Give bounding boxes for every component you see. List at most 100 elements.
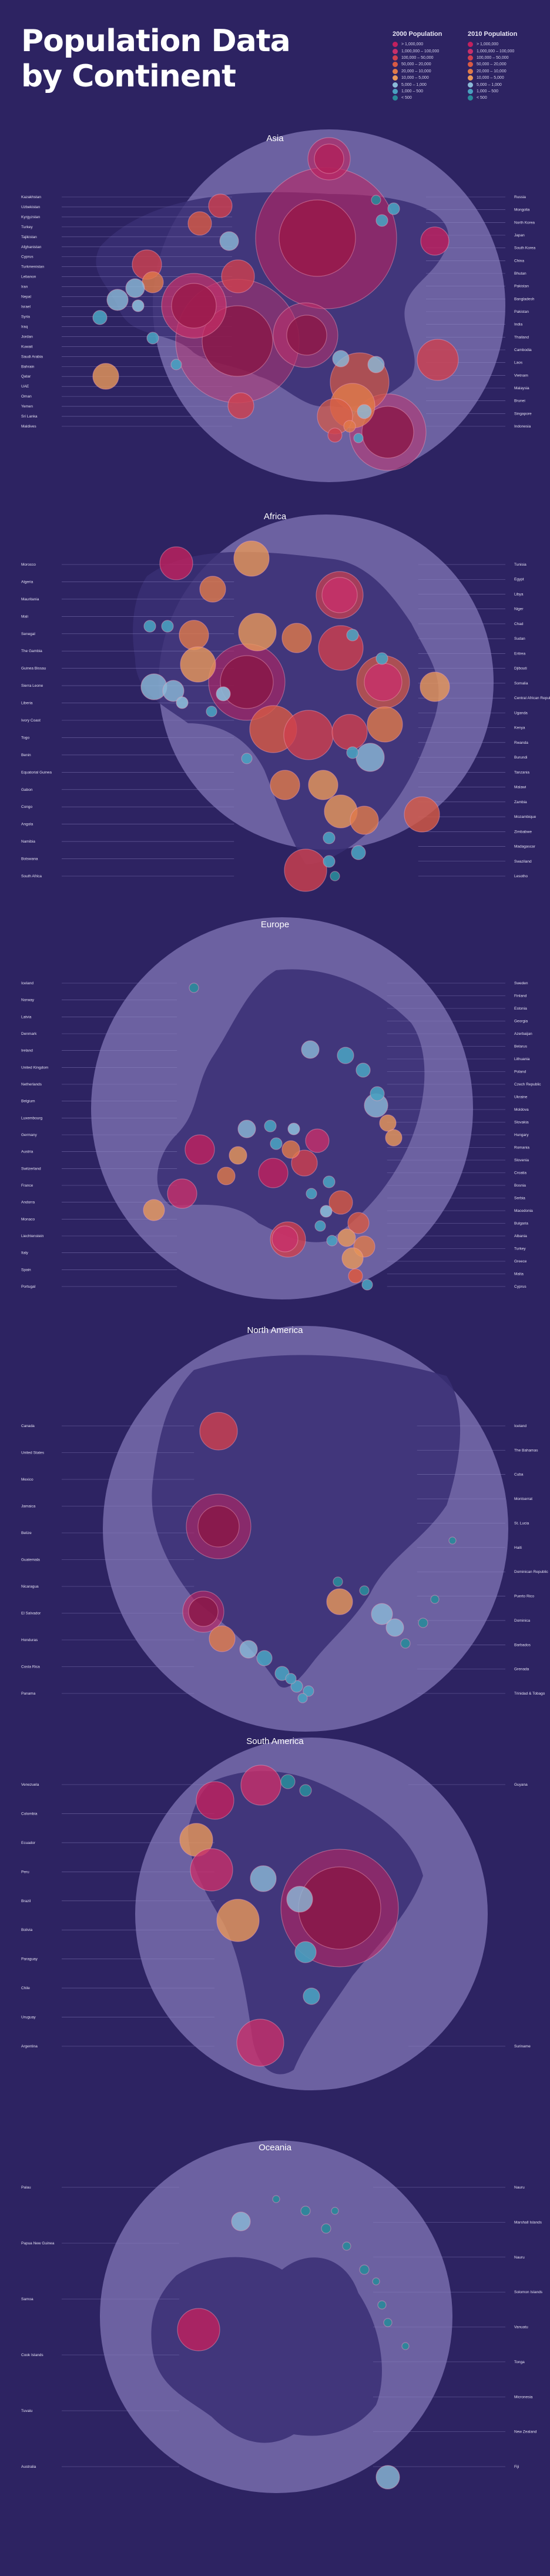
country-label-left: Senegal <box>21 632 35 636</box>
population-bubble <box>375 214 388 227</box>
country-label-left: Togo <box>21 736 29 740</box>
population-bubble <box>290 1680 303 1693</box>
population-bubble <box>420 226 450 256</box>
population-bubble <box>219 231 239 251</box>
legend-swatch <box>468 68 473 74</box>
population-bubble <box>199 1412 238 1451</box>
legend-item: 1,000 – 500 <box>468 88 538 95</box>
country-label-left: Israel <box>21 305 31 309</box>
legend-2000-rows: > 1,000,000 1,000,000 – 100,000 100,000 – … <box>393 41 463 102</box>
country-label-right: Burundi <box>514 756 527 760</box>
country-label-right: Sudan <box>514 637 525 641</box>
population-bubble <box>342 2241 351 2251</box>
population-bubble <box>180 646 216 683</box>
country-label-right: Marshall Islands <box>514 2220 542 2224</box>
country-label-right: Nauru <box>514 2186 525 2190</box>
legend-label: < 500 <box>401 96 412 101</box>
country-label-left: Iceland <box>21 981 33 985</box>
population-bubble <box>208 193 233 218</box>
population-bubble <box>361 406 414 459</box>
legend-label: > 1,000,000 <box>477 42 499 47</box>
legend-label: 1,000 – 500 <box>477 89 498 93</box>
country-label-left: Uzbekistan <box>21 205 41 209</box>
population-bubble <box>241 753 253 764</box>
country-label-left: Tuvalu <box>21 2409 33 2413</box>
land-silhouette <box>133 552 439 864</box>
legend-swatch <box>393 68 398 74</box>
population-bubble <box>197 1505 240 1548</box>
population-bubble <box>190 1848 233 1892</box>
legend-item: < 500 <box>393 95 463 101</box>
country-label-left: Kazakhstan <box>21 195 41 199</box>
population-bubble <box>271 1225 299 1252</box>
population-bubble <box>287 1122 300 1135</box>
country-label-left: Syria <box>21 315 30 319</box>
country-label-right: Vietnam <box>514 373 528 377</box>
legend-label: 20,000 – 10,000 <box>401 69 431 73</box>
legend-swatch <box>468 82 473 88</box>
country-label-left: Luxembourg <box>21 1116 43 1120</box>
legend-label: 20,000 – 10,000 <box>477 69 507 73</box>
country-label-right: Zambia <box>514 800 527 804</box>
country-label-right: Slovakia <box>514 1121 529 1125</box>
population-bubble <box>350 806 379 835</box>
continent-title: South America <box>246 1736 304 1746</box>
population-bubble <box>401 2342 410 2350</box>
population-bubble <box>231 2211 251 2231</box>
population-bubble <box>270 770 300 800</box>
country-label-left: Belize <box>21 1531 32 1535</box>
legend-item: 5,000 – 1,000 <box>468 81 538 88</box>
population-bubble <box>199 576 226 603</box>
country-label-left: Jamaica <box>21 1505 36 1509</box>
country-label-left: Ireland <box>21 1049 33 1053</box>
country-label-right: Azerbaijan <box>514 1032 532 1036</box>
country-label-right: Lithuania <box>514 1057 530 1061</box>
population-bubble <box>326 1235 338 1247</box>
country-label-left: Qatar <box>21 375 31 379</box>
population-bubble <box>106 289 129 311</box>
country-label-right: Estonia <box>514 1007 527 1011</box>
country-label-right: Georgia <box>514 1020 528 1024</box>
country-label-right: Greece <box>514 1259 527 1264</box>
population-bubble <box>264 1120 277 1132</box>
population-bubble <box>346 629 359 642</box>
population-bubble <box>294 1941 317 1963</box>
population-bubble <box>327 427 343 443</box>
country-label-left: Kyrgyzstan <box>21 215 41 219</box>
population-bubble <box>206 706 217 717</box>
legend-item: 100,000 – 50,000 <box>468 55 538 61</box>
population-bubble <box>140 673 167 700</box>
population-bubble <box>371 195 381 205</box>
continent-title: North America <box>247 1325 303 1335</box>
legend-swatch <box>468 48 473 54</box>
population-bubble <box>387 202 400 215</box>
population-bubble <box>341 1247 364 1269</box>
population-bubble <box>379 1114 397 1132</box>
legend-item: > 1,000,000 <box>393 41 463 48</box>
country-label-left: Namibia <box>21 840 35 844</box>
legend-label: 5,000 – 1,000 <box>477 82 502 87</box>
country-label-left: Monaco <box>21 1217 35 1221</box>
country-label-right: Uganda <box>514 711 528 715</box>
population-bubble <box>238 613 277 651</box>
population-bubble <box>346 746 359 759</box>
country-label-right: Sweden <box>514 981 528 985</box>
legend-swatch <box>468 62 473 68</box>
country-label-right: Pakistan <box>514 310 529 314</box>
population-bubble <box>92 363 119 390</box>
country-label-right: Montserrat <box>514 1497 532 1501</box>
legend-2000-title: 2000 Population <box>393 31 442 38</box>
population-bubble <box>159 546 193 580</box>
country-label-right: Czech Republic <box>514 1082 541 1087</box>
country-label-right: Albania <box>514 1234 527 1238</box>
population-bubble <box>430 1595 440 1604</box>
country-label-left: Turkmenistan <box>21 265 45 269</box>
country-label-left: Mauritania <box>21 597 39 602</box>
country-label-left: UAE <box>21 385 29 389</box>
population-bubble <box>281 623 312 653</box>
legend-2010-title: 2010 Population <box>468 31 518 38</box>
legend-swatch <box>468 75 473 81</box>
country-label-right: St. Lucia <box>514 1521 529 1525</box>
country-label-right: Bhutan <box>514 272 526 276</box>
country-label-right: Somalia <box>514 681 528 686</box>
